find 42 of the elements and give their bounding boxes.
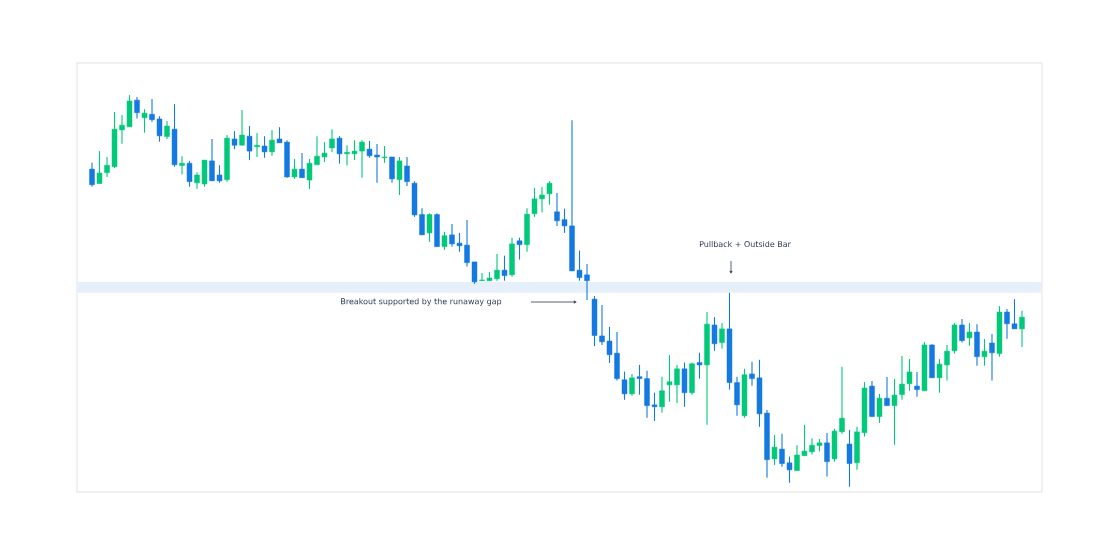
candlestick <box>164 120 170 140</box>
candlestick <box>719 322 725 350</box>
candlestick <box>186 160 193 188</box>
candlestick <box>629 373 635 397</box>
candlestick <box>89 162 95 188</box>
candlestick <box>299 152 305 179</box>
candlestick <box>876 393 883 424</box>
candlestick <box>989 333 995 382</box>
candlestick <box>959 318 965 344</box>
candlestick <box>1019 310 1025 348</box>
candlestick <box>141 108 148 134</box>
candlestick <box>291 158 298 180</box>
candlestick <box>711 316 718 352</box>
candlestick <box>269 129 275 157</box>
candlestick <box>966 322 973 347</box>
candlestick <box>621 371 628 401</box>
candlestick <box>426 212 433 243</box>
candlestick <box>336 135 343 165</box>
candlestick <box>231 130 238 150</box>
candlestick <box>516 237 523 261</box>
candlestick <box>254 132 260 158</box>
candlestick <box>441 231 448 251</box>
candlestick <box>884 376 890 407</box>
candlestick <box>981 338 988 367</box>
candlestick <box>404 156 410 187</box>
candlestick <box>246 125 253 161</box>
candlestick <box>389 156 395 184</box>
candlestick <box>914 371 920 398</box>
candlestick <box>771 434 778 466</box>
candlestick <box>681 362 688 408</box>
candlestick <box>261 135 268 159</box>
candlestick <box>546 180 553 206</box>
candlestick <box>179 155 185 176</box>
candlestick <box>824 432 830 478</box>
candlestick <box>134 96 140 120</box>
candlestick <box>846 429 853 488</box>
candlestick <box>696 352 703 380</box>
candlestick <box>396 156 403 196</box>
candlestick <box>501 255 508 282</box>
candlestick <box>329 128 335 153</box>
candlestick <box>659 376 665 414</box>
candlestick <box>239 109 245 146</box>
